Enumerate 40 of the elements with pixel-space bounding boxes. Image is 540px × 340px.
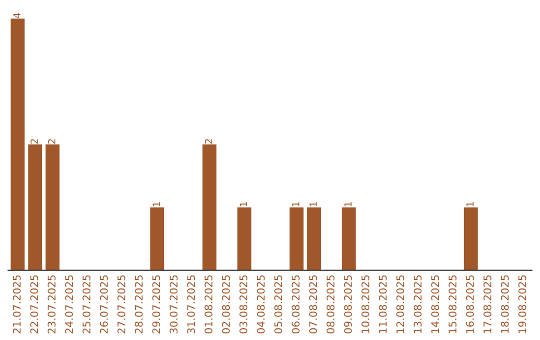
x-tick-label: 08.08.2025: [326, 275, 334, 334]
x-tick-label: 01.08.2025: [204, 275, 212, 334]
x-tick-label: 25.07.2025: [82, 275, 90, 334]
data-label: 1: [152, 202, 160, 206]
data-label: 1: [240, 202, 247, 206]
x-tick-label: 30.07.2025: [170, 275, 178, 334]
x-tick-label: 11.08.2025: [378, 275, 387, 333]
data-label: 2: [30, 139, 38, 144]
x-tick-label: 03.08.2025: [239, 275, 248, 334]
x-tick-label: 12.08.2025: [396, 275, 404, 333]
x-tick-label: 31.07.2025: [187, 275, 196, 334]
data-label: 1: [344, 202, 352, 206]
x-tick-label: 18.08.2025: [500, 275, 509, 333]
x-tick-label: 13.08.2025: [414, 275, 422, 333]
data-label: 4: [13, 12, 20, 18]
x-tick-label: 06.08.2025: [292, 275, 300, 334]
x-tick-label: 24.07.2025: [65, 275, 73, 334]
data-label: 1: [310, 202, 317, 206]
x-tick-label: 16.08.2025: [466, 275, 474, 333]
x-tick-label: 15.08.2025: [448, 275, 456, 333]
data-label: 2: [48, 139, 56, 144]
data-label: 1: [466, 202, 474, 206]
x-tick-label: 19.08.2025: [518, 275, 526, 333]
x-tick-label: 14.08.2025: [431, 275, 440, 333]
x-tick-label: 28.07.2025: [134, 275, 143, 334]
data-label: 1: [292, 202, 300, 206]
x-tick-label: 22.07.2025: [30, 275, 38, 334]
data-label: 2: [204, 139, 212, 144]
x-tick-label: 04.08.2025: [256, 275, 265, 334]
x-tick-label: 27.07.2025: [117, 275, 126, 334]
x-tick-label: 21.07.2025: [12, 275, 21, 334]
x-tick-label: 09.08.2025: [344, 275, 352, 334]
x-tick-label: 02.08.2025: [222, 275, 230, 334]
x-tick-label: 17.08.2025: [483, 275, 492, 333]
x-tick-label: 29.07.2025: [152, 275, 160, 334]
x-tick-label: 10.08.2025: [361, 275, 370, 333]
x-tick-label: 05.08.2025: [274, 275, 282, 334]
x-tick-label: 23.07.2025: [48, 275, 56, 334]
x-tick-label: 26.07.2025: [100, 275, 108, 334]
x-tick-label: 07.08.2025: [309, 275, 318, 334]
